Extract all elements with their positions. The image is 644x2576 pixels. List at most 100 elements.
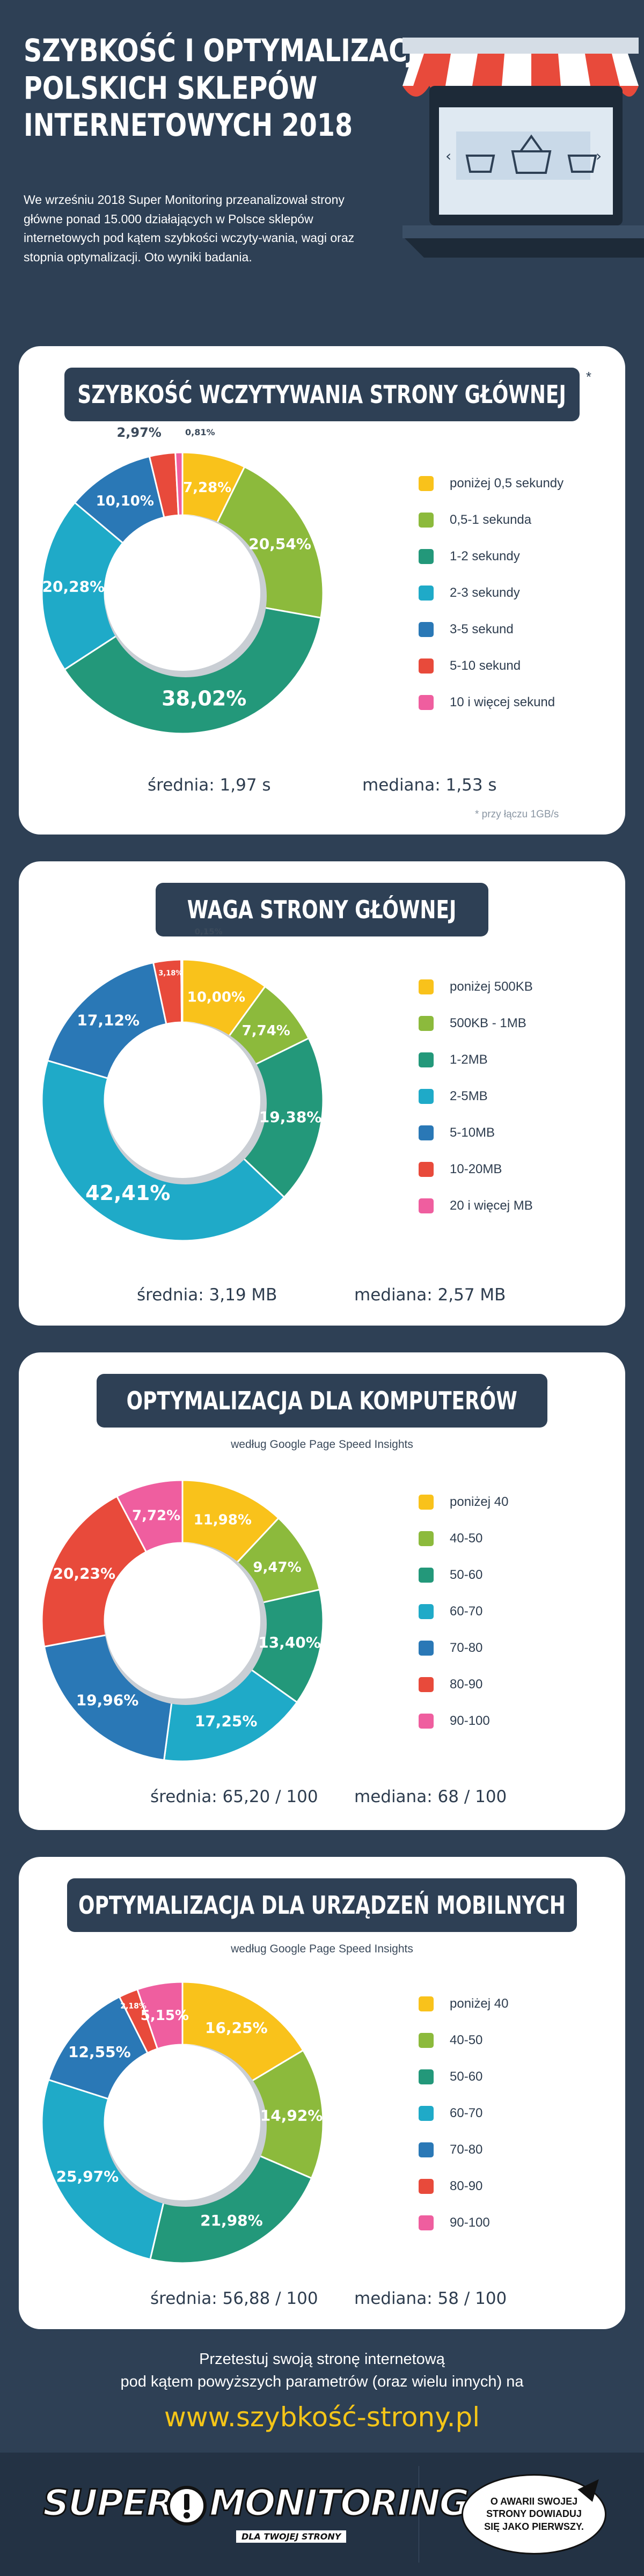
slice-label: 2,97%	[117, 425, 162, 440]
legend-label: 3-5 sekund	[450, 622, 514, 636]
legend-item: 60-70	[419, 1593, 508, 1630]
intro-text: We wrześniu 2018 Super Monitoring przean…	[24, 193, 355, 264]
super-monitoring-logo[interactable]: SUPER MONITORING DLA TWOJEJ STRONY	[42, 2482, 470, 2552]
slice-label: 20,28%	[42, 577, 105, 595]
legend-item: 3-5 sekund	[419, 611, 564, 648]
legend-swatch	[419, 2142, 434, 2157]
slice-label: 19,38%	[259, 1108, 322, 1126]
donut-chart: 10,00% 7,74% 19,38% 42,41% 17,12% 3,18% 0,15%	[40, 927, 341, 1258]
legend-item: 10 i więcej sekund	[419, 684, 564, 721]
slice-label: 7,72%	[132, 1507, 180, 1524]
section-subtitle: według Google Page Speed Insights	[231, 1943, 413, 1955]
card-mobile-optimization: OPTYMALIZACJA DLA URZĄDZEŃ MOBILNYCH wed…	[19, 1857, 625, 2329]
median-stat: mediana: 1,53 s	[362, 775, 497, 795]
legend-item: 40-50	[419, 2022, 508, 2059]
section-title-mobile: OPTYMALIZACJA DLA URZĄDZEŃ MOBILNYCH	[67, 1878, 577, 1932]
legend-swatch	[419, 1162, 434, 1177]
legend-swatch	[419, 1089, 434, 1104]
legend-swatch	[419, 1495, 434, 1510]
header: SZYBKOŚĆ I OPTYMALIZACJA POLSKICH SKLEPÓ…	[0, 0, 644, 301]
slice-label: 20,54%	[248, 535, 311, 553]
legend-item: 90-100	[419, 1703, 508, 1739]
slice-label: 3,18%	[158, 970, 182, 978]
legend-item: 500KB - 1MB	[419, 1005, 533, 1042]
slice-label: 20,23%	[53, 1564, 115, 1582]
mean-stat: średnia: 65,20 / 100	[150, 1787, 318, 1806]
legend-label: 60-70	[450, 2106, 483, 2120]
slice-label: 0,15%	[195, 927, 223, 936]
legend-item: 90-100	[419, 2205, 508, 2241]
legend-swatch	[419, 658, 434, 674]
slice-label: 9,47%	[253, 1560, 301, 1576]
legend-item: 5-10 sekund	[419, 648, 564, 684]
section-title-desktop: OPTYMALIZACJA DLA KOMPUTERÓW	[97, 1374, 547, 1428]
title-line-2: POLSKICH SKLEPÓW	[24, 69, 318, 106]
logo-text-right: MONITORING	[208, 2482, 470, 2526]
slice-label: 12,55%	[68, 2043, 131, 2061]
legend-item: 50-60	[419, 1557, 508, 1593]
legend-label: 5-10MB	[450, 1125, 495, 1140]
page-title: SZYBKOŚĆ I OPTYMALIZACJA POLSKICH SKLEPÓ…	[24, 32, 437, 144]
legend-label: 1-2 sekundy	[450, 549, 520, 564]
legend-label: 20 i więcej MB	[450, 1198, 533, 1213]
legend-swatch	[419, 2179, 434, 2194]
slice-label: 17,12%	[77, 1012, 140, 1029]
slice-label: 2,18%	[120, 2002, 147, 2010]
mean-stat: średnia: 1,97 s	[148, 775, 271, 795]
legend-label: 10 i więcej sekund	[450, 695, 555, 709]
legend-item: 10-20MB	[419, 1151, 533, 1188]
legend-label: poniżej 40	[450, 1996, 509, 2011]
title-line-3: INTERNETOWYCH 2018	[24, 107, 353, 144]
legend-swatch	[419, 586, 434, 601]
slice-label: 42,41%	[85, 1181, 170, 1205]
legend-label: poniżej 0,5 sekundy	[450, 476, 564, 491]
legend-swatch	[419, 1198, 434, 1213]
slice-label: 16,25%	[205, 2019, 268, 2037]
legend-label: 10-20MB	[450, 1162, 502, 1176]
legend-swatch	[419, 1568, 434, 1583]
legend-swatch	[419, 513, 434, 528]
svg-text:‹: ‹	[445, 147, 451, 165]
section-subtitle: według Google Page Speed Insights	[231, 1438, 413, 1451]
legend-swatch	[419, 979, 434, 994]
donut-chart: 11,98% 9,47% 13,40% 17,25% 19,96% 20,23% 7,72%	[40, 1465, 341, 1784]
speech-bubble: O AWARII SWOJEJ STRONY DOWIADUJ SIĘ JAKO…	[462, 2474, 606, 2555]
legend-item: 50-60	[419, 2059, 508, 2095]
legend-swatch	[419, 2215, 434, 2230]
chart-legend: poniżej 0,5 sekundy 0,5-1 sekunda 1-2 seku…	[419, 465, 564, 721]
donut-chart: 7,28% 20,54% 38,02% 20,28% 10,10% 2,97% 0,81%	[40, 425, 341, 762]
legend-swatch	[419, 1604, 434, 1619]
donut-chart: 16,25% 14,92% 21,98% 25,97% 12,55% 2,18% 5,15%	[40, 1967, 341, 2286]
legend-item: poniżej 0,5 sekundy	[419, 465, 564, 502]
legend-label: 80-90	[450, 1677, 483, 1692]
legend-label: 5-10 sekund	[450, 658, 521, 673]
slice-label: 10,10%	[96, 493, 154, 509]
legend-label: 40-50	[450, 2033, 483, 2047]
legend-label: poniżej 40	[450, 1495, 509, 1509]
legend-swatch	[419, 2069, 434, 2084]
legend-label: 90-100	[450, 2215, 490, 2230]
legend-item: poniżej 40	[419, 1986, 508, 2022]
chart-legend: poniżej 500KB 500KB - 1MB 1-2MB 2-5MB 5-10MB…	[419, 969, 533, 1224]
legend-item: 2-3 sekundy	[419, 575, 564, 611]
legend-swatch	[419, 695, 434, 710]
legend-item: 70-80	[419, 1630, 508, 1666]
footnote-asterisk: *	[586, 369, 591, 385]
legend-label: 40-50	[450, 1531, 483, 1546]
card-page-weight: WAGA STRONY GŁÓWNEJ 10,00% 7,74% 19,38% 42,…	[19, 861, 625, 1326]
legend-swatch	[419, 1641, 434, 1656]
legend-swatch	[419, 2033, 434, 2048]
mean-stat: średnia: 3,19 MB	[137, 1285, 277, 1305]
donut-hole	[105, 1543, 260, 1699]
slice-label: 13,40%	[258, 1634, 321, 1651]
legend-label: 50-60	[450, 2069, 483, 2084]
card-desktop-optimization: OPTYMALIZACJA DLA KOMPUTERÓW według Goog…	[19, 1352, 625, 1830]
footnote: * przy łączu 1GB/s	[475, 809, 559, 820]
legend-swatch	[419, 549, 434, 564]
slice-label: 25,97%	[56, 2168, 119, 2185]
slice-label: 0,81%	[185, 427, 215, 437]
slice-label: 17,25%	[195, 1713, 258, 1730]
cta-link[interactable]: www.szybkość-strony.pl	[164, 2402, 480, 2433]
slice-label: 14,92%	[260, 2107, 323, 2125]
donut-slice	[180, 958, 184, 1023]
